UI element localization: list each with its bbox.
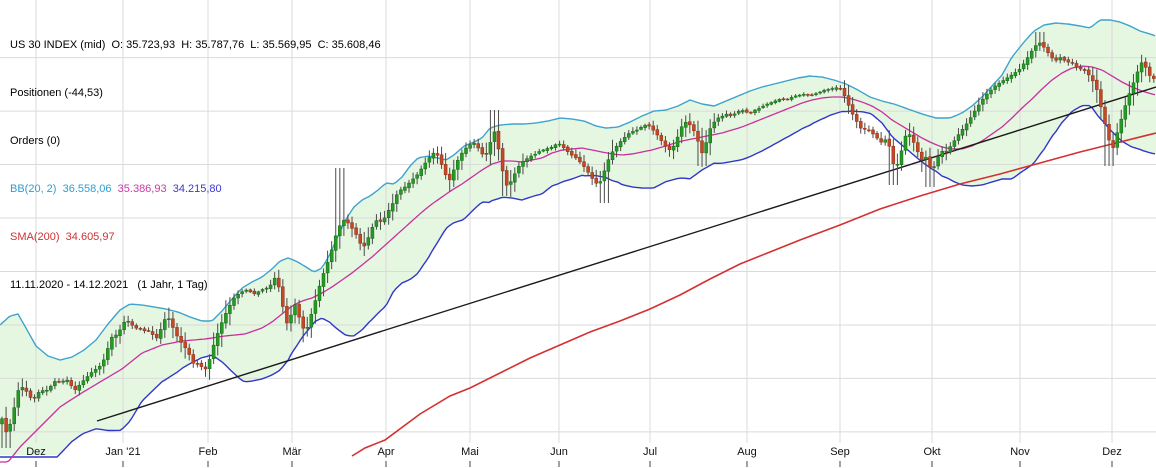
trendline[interactable] <box>96 86 1156 422</box>
bollinger-band-fill <box>0 20 1156 455</box>
candles <box>0 32 1156 448</box>
sma200-line <box>351 132 1156 457</box>
bb-upper-line <box>0 19 1156 361</box>
